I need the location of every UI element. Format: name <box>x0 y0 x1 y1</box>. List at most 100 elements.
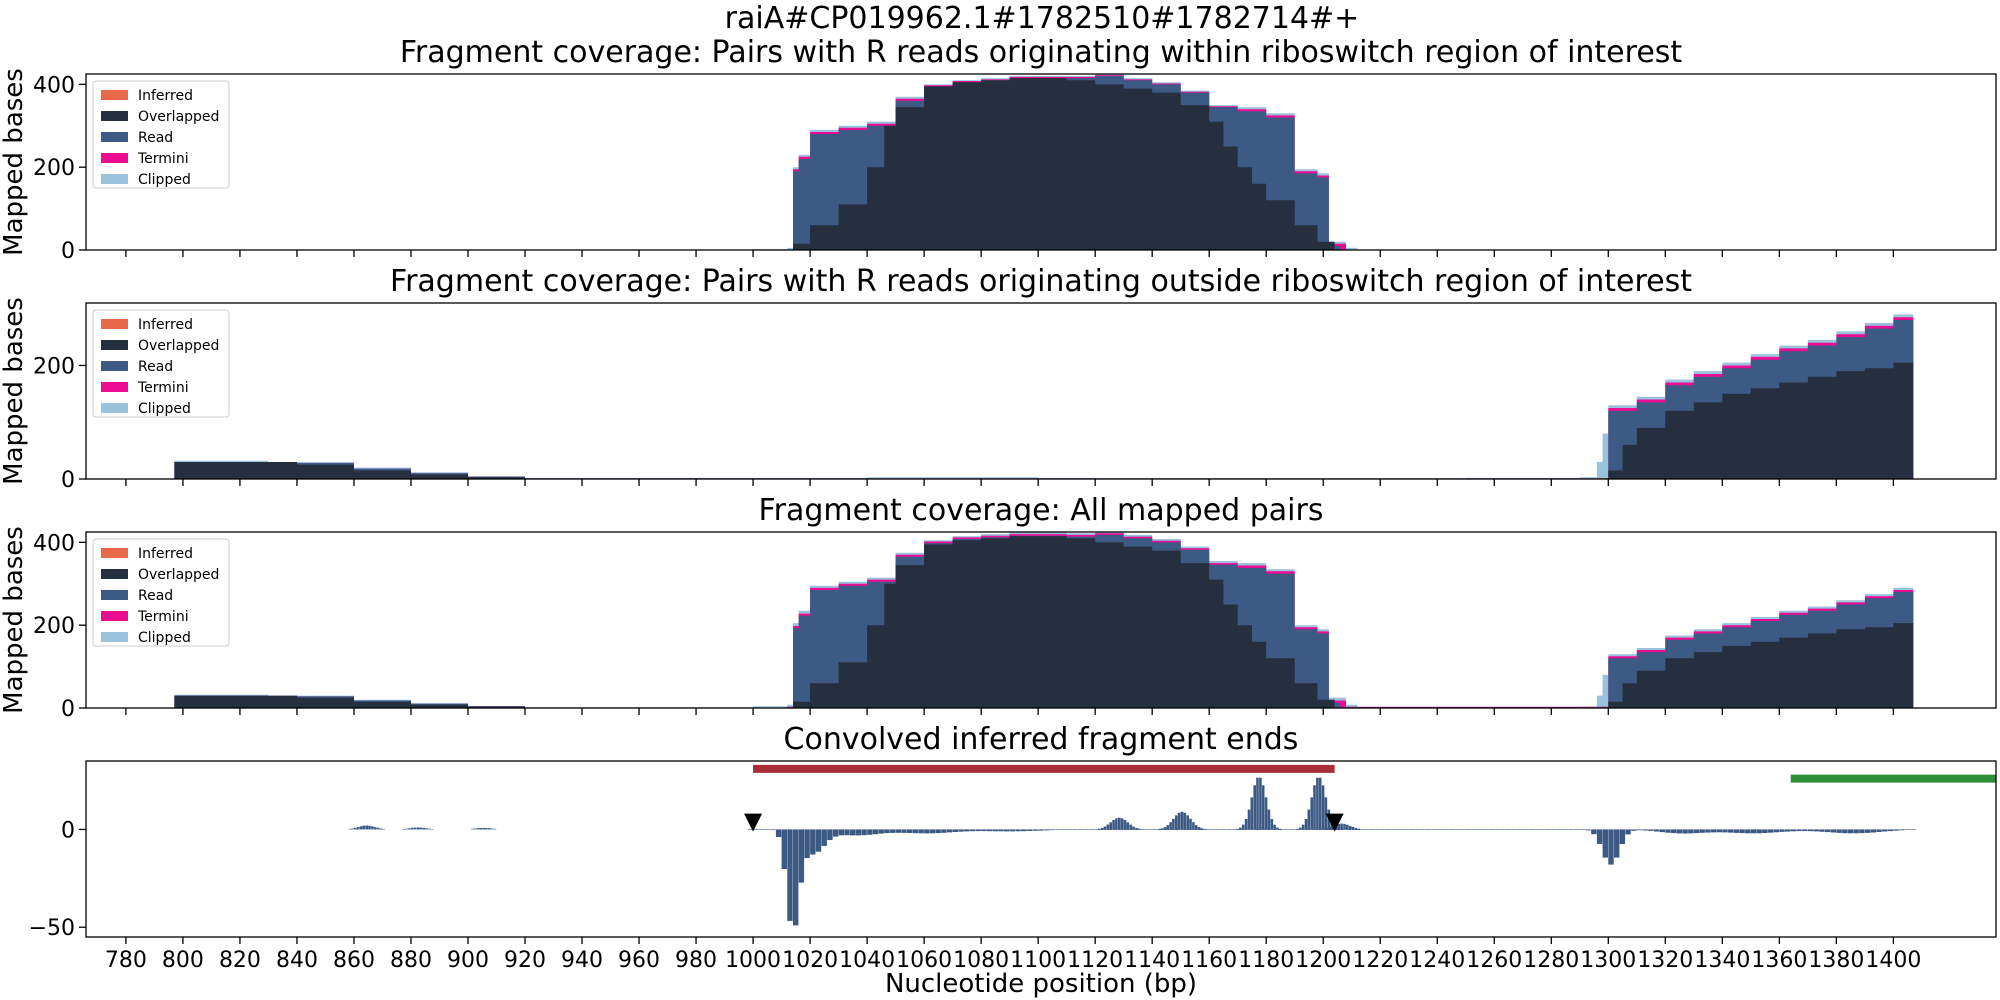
conv-bar-pos <box>1175 815 1178 830</box>
conv-bar-neg <box>838 829 844 836</box>
conv-bar-neg <box>1454 829 1460 830</box>
conv-bar-pos <box>1310 797 1313 830</box>
conv-bar-neg <box>1864 829 1871 833</box>
conv-bar-neg <box>1072 829 1078 830</box>
conv-bar-neg <box>1192 829 1198 830</box>
conv-bar-pos <box>1109 822 1112 830</box>
boundary-marker <box>744 813 763 832</box>
conv-bar-pos <box>359 826 363 830</box>
conv-bar-pos <box>1253 785 1256 830</box>
x-tick-label: 1320 <box>1637 948 1693 973</box>
conv-bar-neg <box>1596 829 1603 844</box>
panel-title: Fragment coverage: Pairs with R reads or… <box>400 35 1683 70</box>
conv-bar-pos <box>1313 785 1316 830</box>
conv-bar-neg <box>1237 829 1244 830</box>
conv-bar-neg <box>1106 829 1112 830</box>
conv-bar-neg <box>1733 829 1740 833</box>
conv-bar-neg <box>1157 829 1164 830</box>
conv-bar-pos <box>1118 817 1121 830</box>
conv-bar-neg <box>1745 829 1751 834</box>
legend-label: Read <box>138 359 173 375</box>
conv-bar-pos <box>1163 827 1167 830</box>
conv-bar-pos <box>379 828 383 830</box>
axes-frame <box>85 531 1997 709</box>
conv-bar-neg <box>1254 829 1261 830</box>
conv-bar-pos <box>1337 823 1341 830</box>
conv-bar-pos <box>362 825 366 830</box>
conv-bar-pos <box>470 828 474 830</box>
conv-bar-neg <box>1009 829 1015 832</box>
conv-bar-neg <box>1397 829 1403 830</box>
conv-bar-neg <box>787 829 793 921</box>
conv-bar-neg <box>958 829 964 832</box>
conv-bar-neg <box>1500 829 1506 830</box>
conv-bar-pos <box>1321 785 1325 830</box>
conv-bar-neg <box>1676 829 1683 834</box>
conv-bar-neg <box>1653 829 1660 832</box>
y-tick-label: 0 <box>61 239 75 264</box>
conv-bar-neg <box>753 829 759 830</box>
conv-bar-neg <box>1049 829 1055 831</box>
legend-swatch-inferred <box>101 319 128 329</box>
conv-bar-pos <box>428 828 431 830</box>
conv-bar-neg <box>1283 829 1289 830</box>
legend-swatch-read <box>101 361 128 371</box>
y-axis-label: Mapped bases <box>0 68 29 256</box>
conv-bar-neg <box>986 829 993 832</box>
conv-bar-pos <box>1338 828 1342 830</box>
conv-bar-neg <box>832 829 839 837</box>
conv-bar-neg <box>1671 829 1677 834</box>
panel-outside-region: Fragment coverage: Pairs with R reads or… <box>0 264 1997 493</box>
conv-bar-neg <box>1015 829 1021 832</box>
legend-label: Inferred <box>138 546 193 562</box>
legend-swatch-clipped <box>101 174 128 184</box>
conv-bar-neg <box>1517 829 1523 830</box>
legend-swatch-clipped <box>101 632 128 642</box>
y-tick-label: 400 <box>33 531 75 556</box>
conv-bar-pos <box>402 829 405 830</box>
conv-bar-neg <box>1522 829 1529 830</box>
conv-bar-pos <box>1126 822 1130 830</box>
x-tick-label: 840 <box>276 948 318 973</box>
plot-area <box>348 777 1916 926</box>
conv-bar-neg <box>1180 829 1187 830</box>
panel-title: Fragment coverage: All mapped pairs <box>759 493 1324 528</box>
conv-bar-pos <box>1343 823 1346 830</box>
conv-bar-pos <box>419 827 423 830</box>
conv-bar-pos <box>1200 828 1204 830</box>
conv-bar-neg <box>1739 829 1745 834</box>
conv-bar-neg <box>827 829 833 841</box>
conv-bar-pos <box>1120 818 1124 830</box>
x-tick-label: 1240 <box>1409 948 1465 973</box>
conv-bar-pos <box>422 827 425 830</box>
axes-frame <box>85 302 1997 480</box>
panel-all-pairs: Fragment coverage: All mapped pairs 0 200 4… <box>0 493 1997 722</box>
conv-bar-pos <box>1115 818 1118 830</box>
conv-bar-pos <box>1132 826 1135 830</box>
conv-bar-pos <box>476 828 480 830</box>
x-tick-label: 1300 <box>1580 948 1636 973</box>
x-tick-label: 980 <box>675 948 717 973</box>
conv-bar-pos <box>1323 828 1326 830</box>
conv-bar-neg <box>1118 829 1124 830</box>
conv-bar-neg <box>1038 829 1044 831</box>
x-tick-label: 1080 <box>953 948 1009 973</box>
conv-bar-pos <box>1276 827 1279 830</box>
conv-bar-neg <box>1830 829 1837 833</box>
legend-swatch-inferred <box>101 90 128 100</box>
conv-bar-pos <box>1301 824 1305 830</box>
conv-bar-neg <box>1140 829 1147 830</box>
conv-bar-neg <box>1425 829 1432 830</box>
conv-bar-pos <box>376 827 380 830</box>
conv-bar-neg <box>798 829 805 883</box>
x-tick-label: 1400 <box>1865 948 1921 973</box>
y-axis-label: Mapped bases <box>0 526 29 714</box>
conv-bar-neg <box>1539 829 1546 830</box>
conv-bar-neg <box>1146 829 1152 830</box>
conv-bar-neg <box>1448 829 1455 830</box>
conv-bar-neg <box>1306 829 1312 830</box>
conv-bar-neg <box>964 829 970 832</box>
conv-bar-neg <box>1665 829 1671 833</box>
conv-bar-neg <box>952 829 958 832</box>
conv-bar-pos <box>425 828 428 830</box>
